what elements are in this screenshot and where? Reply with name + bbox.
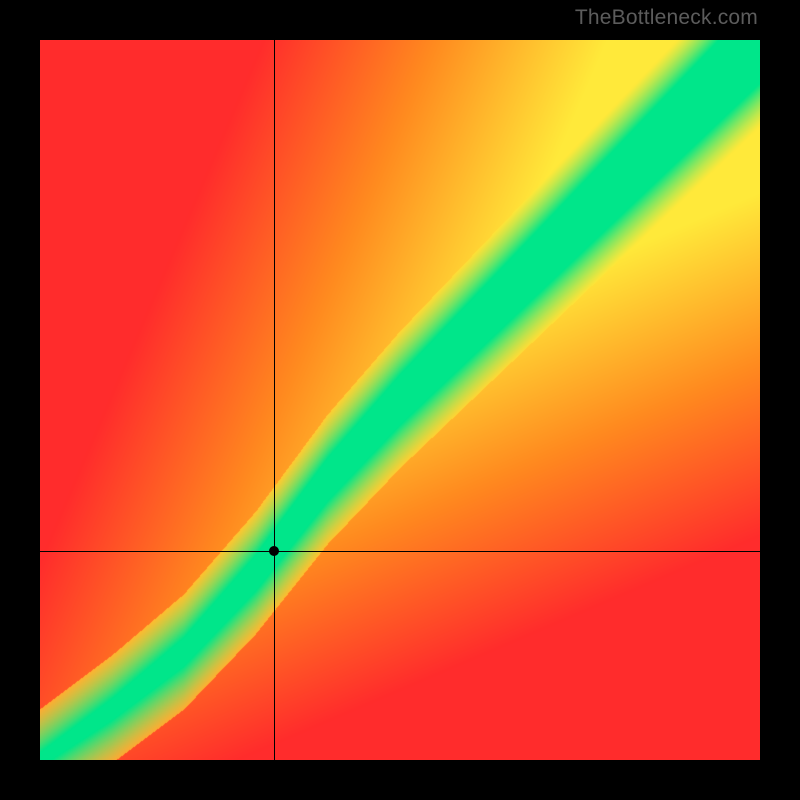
heatmap-canvas xyxy=(40,40,760,760)
crosshair-horizontal-line xyxy=(40,551,760,552)
watermark-text: TheBottleneck.com xyxy=(575,6,758,30)
crosshair-vertical-line xyxy=(274,40,275,760)
bottleneck-heatmap xyxy=(40,40,760,760)
crosshair-marker-dot xyxy=(269,546,279,556)
